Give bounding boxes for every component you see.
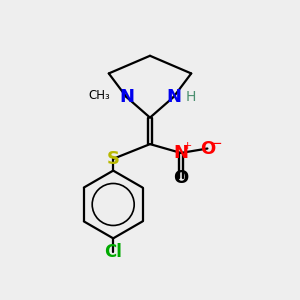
Text: Cl: Cl	[104, 243, 122, 261]
Text: H: H	[186, 90, 196, 104]
Text: CH₃: CH₃	[88, 89, 110, 102]
Text: O: O	[200, 140, 215, 158]
Text: +: +	[183, 142, 192, 152]
Text: N: N	[166, 88, 181, 106]
Text: N: N	[119, 88, 134, 106]
Text: N: N	[173, 144, 188, 162]
Text: −: −	[209, 136, 222, 151]
Text: S: S	[107, 150, 120, 168]
Text: O: O	[173, 169, 188, 187]
